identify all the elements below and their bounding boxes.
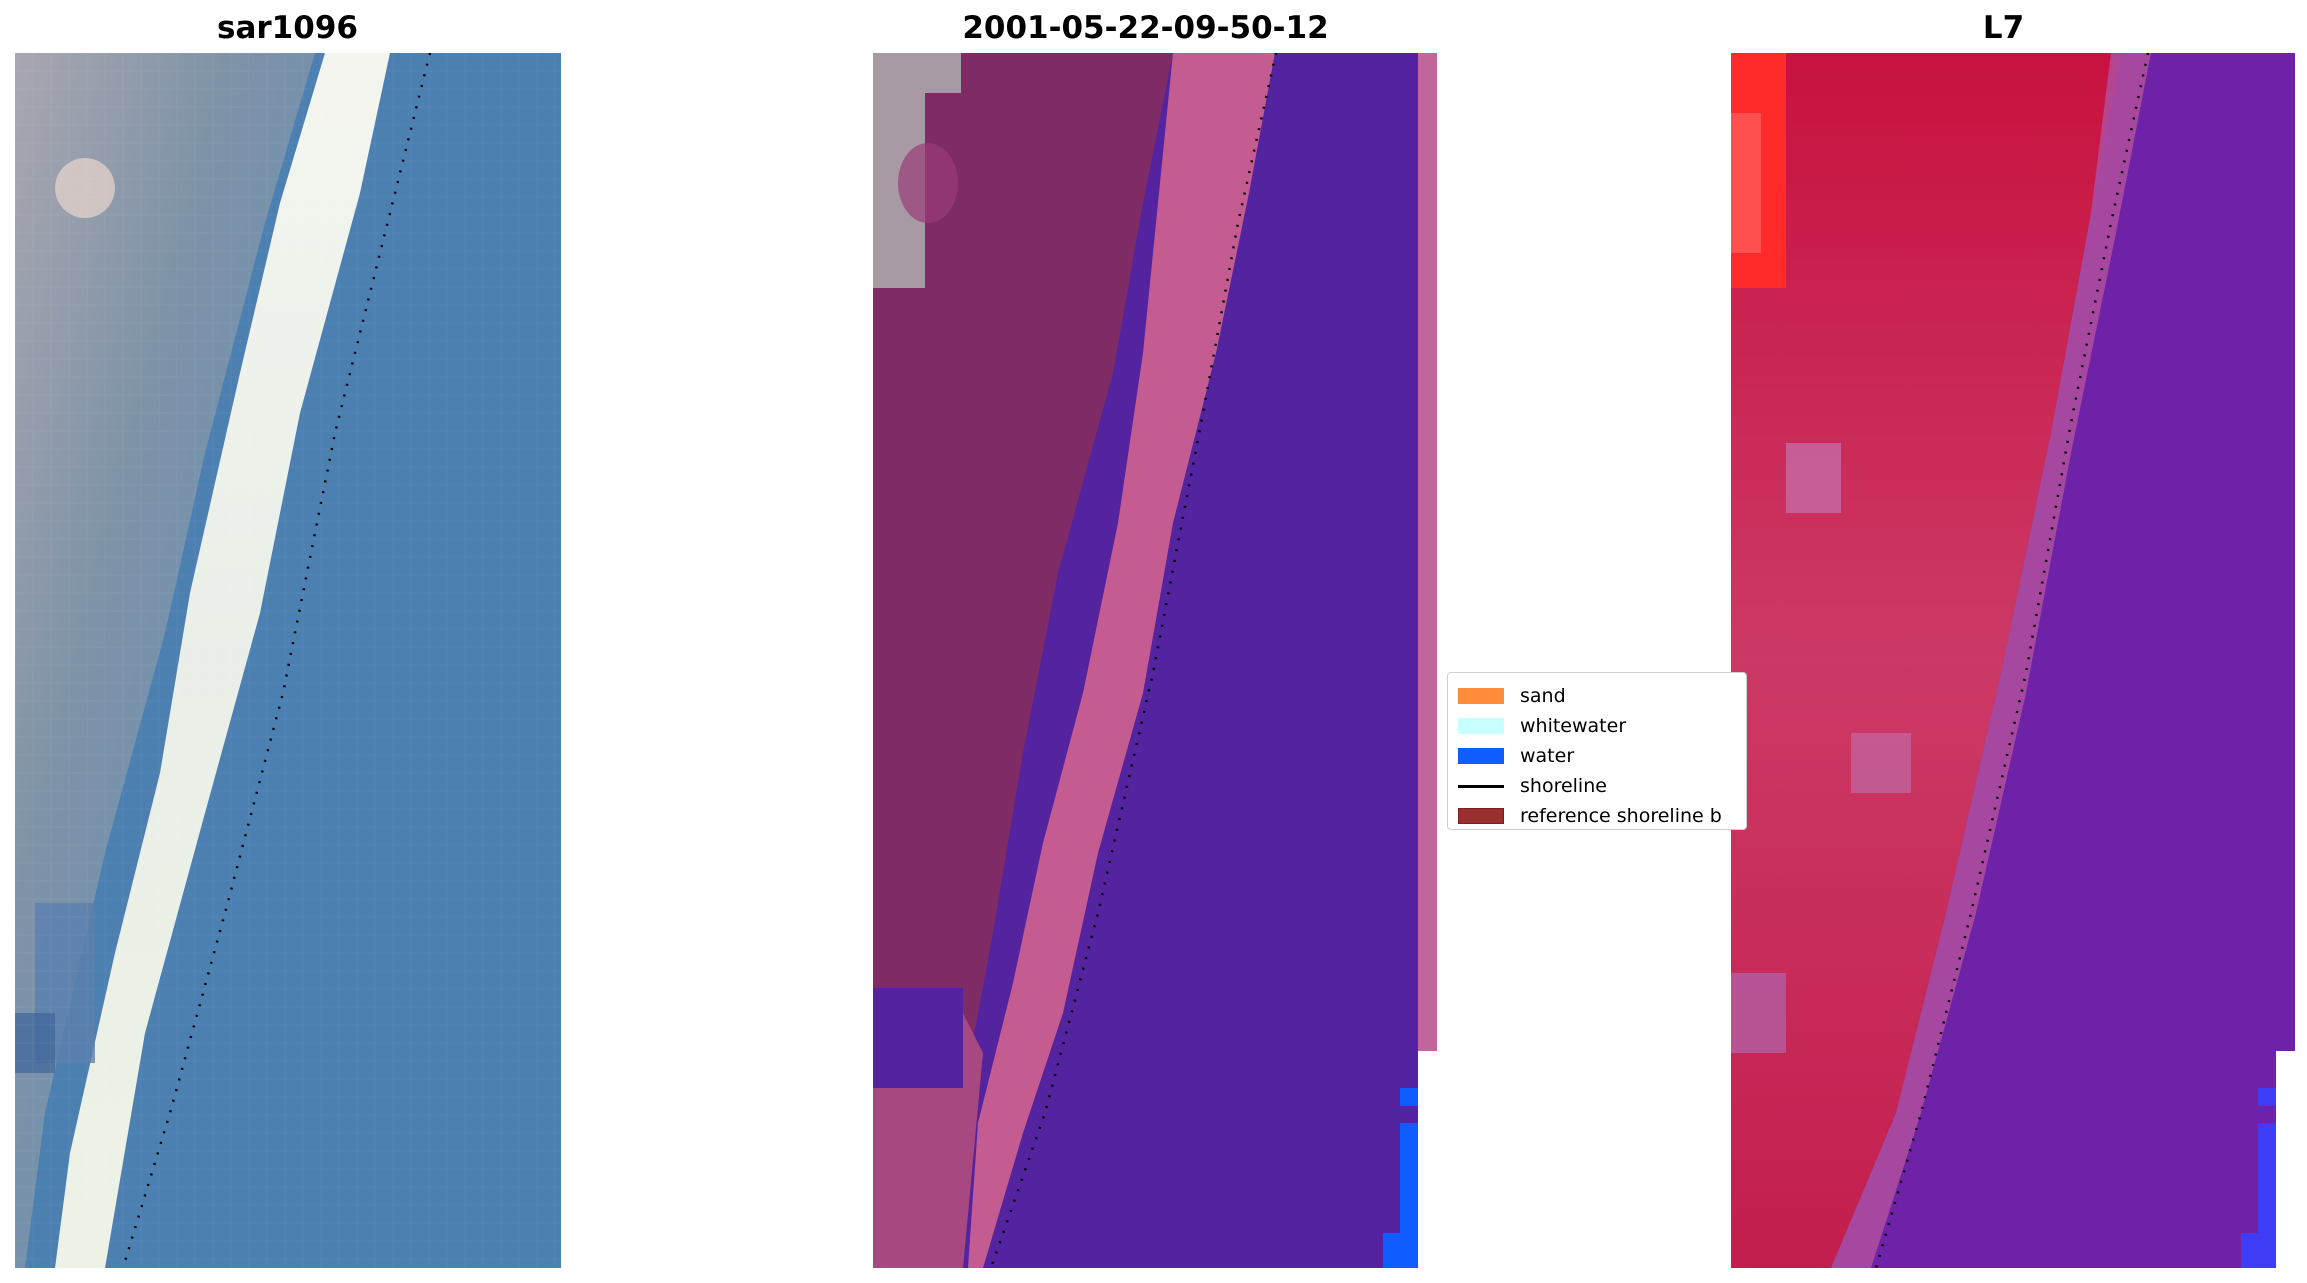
legend-item-reference: reference shoreline b: [1458, 801, 1722, 829]
legend-item-whitewater: whitewater: [1458, 711, 1626, 741]
shoreline-line-swatch: [1458, 784, 1504, 788]
legend-label: water: [1520, 745, 1575, 767]
left-panel-title: sar1096: [217, 10, 358, 46]
class-beach: [968, 53, 1275, 1268]
index-strip: [2276, 53, 2295, 1051]
rgb-image-panel: [15, 53, 561, 1268]
index-transition: [1831, 53, 2151, 1268]
legend-label: shoreline: [1520, 775, 1607, 797]
water-swatch: [1458, 748, 1504, 764]
classified-image-panel: [873, 53, 1437, 1268]
legend: sand whitewater water shoreline referenc…: [1447, 672, 1747, 830]
legend-label: sand: [1520, 685, 1566, 707]
class-bluewater-3: [1383, 1233, 1400, 1268]
reference-swatch: [1458, 808, 1504, 824]
legend-item-water: water: [1458, 741, 1574, 771]
legend-label: reference shoreline b: [1520, 805, 1722, 827]
legend-item-shoreline: shoreline: [1458, 771, 1607, 801]
class-land: [873, 53, 1173, 1173]
class-bluewater-1: [1400, 1088, 1418, 1106]
class-bluewater-2: [1400, 1123, 1418, 1268]
index-land: [1731, 53, 2121, 1268]
sand-swatch: [1458, 688, 1504, 704]
legend-label: whitewater: [1520, 715, 1627, 737]
whitewater-swatch: [1458, 718, 1504, 734]
index-image-panel: [1731, 53, 2295, 1268]
legend-item-sand: sand: [1458, 681, 1566, 711]
middle-panel-title: 2001-05-22-09-50-12: [962, 10, 1329, 46]
class-nodata-strip: [1418, 53, 1437, 1051]
right-panel-title: L7: [1982, 10, 2025, 46]
